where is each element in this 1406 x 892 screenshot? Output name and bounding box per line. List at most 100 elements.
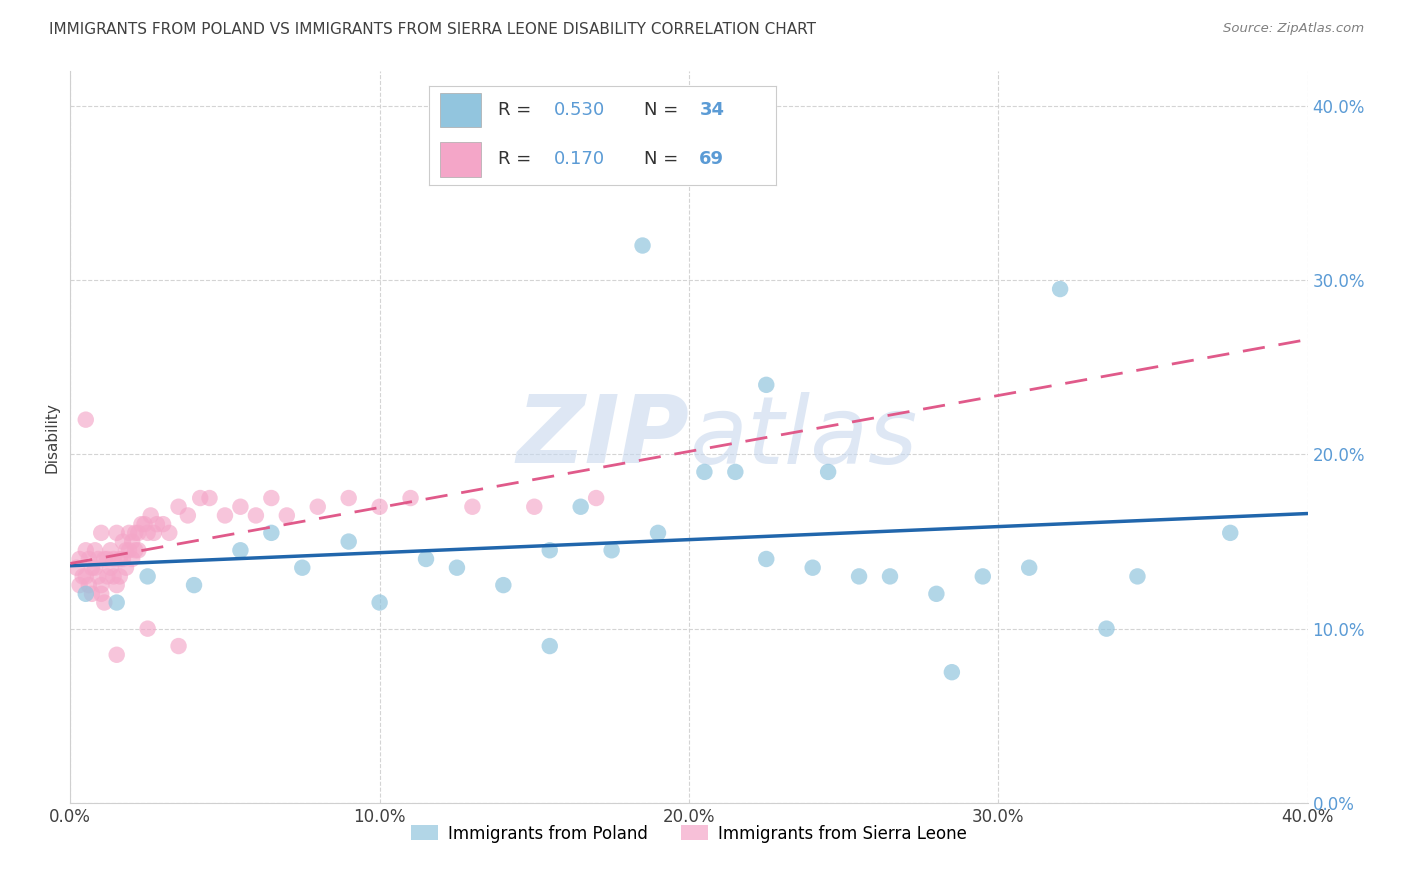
Point (111, 534, 134, 549)
Point (276, 508, 298, 523)
Point (229, 543, 252, 558)
Point (127, 525, 149, 540)
Point (260, 491, 283, 505)
Point (105, 648, 128, 662)
Point (87, 569, 110, 583)
Point (111, 552, 134, 566)
Point (848, 569, 870, 583)
Point (100, 543, 122, 558)
Point (631, 238, 654, 252)
Point (198, 491, 221, 505)
Point (538, 639, 561, 653)
Point (105, 525, 128, 540)
Point (84, 560, 107, 574)
Point (134, 517, 156, 532)
Point (90, 525, 112, 540)
Point (415, 552, 437, 566)
Point (177, 508, 200, 523)
Point (368, 595, 391, 609)
Y-axis label: Disability: Disability (44, 401, 59, 473)
Point (879, 569, 901, 583)
Point (77, 578, 100, 592)
Point (157, 525, 180, 540)
Point (142, 525, 165, 540)
Point (229, 500, 252, 514)
Point (152, 517, 174, 532)
Point (817, 465, 839, 479)
Point (118, 525, 141, 540)
Point (75, 543, 97, 558)
Point (131, 517, 153, 532)
Point (124, 525, 146, 540)
Point (96, 552, 118, 566)
Point (75, 569, 97, 583)
Point (75, 587, 97, 601)
Point (103, 552, 125, 566)
Point (307, 500, 329, 514)
Point (523, 500, 546, 514)
Point (121, 552, 143, 566)
Point (585, 491, 607, 505)
Point (69, 552, 91, 566)
Point (1219, 525, 1241, 540)
Point (108, 569, 131, 583)
Point (755, 552, 778, 566)
Point (1095, 622, 1118, 636)
Point (647, 525, 669, 540)
Point (87, 552, 110, 566)
Point (188, 491, 211, 505)
Point (291, 560, 314, 574)
Point (90, 578, 112, 592)
Point (124, 543, 146, 558)
Point (100, 560, 122, 574)
Point (724, 465, 747, 479)
Point (90, 587, 112, 601)
Point (146, 517, 169, 532)
Point (1018, 560, 1040, 574)
Text: Source: ZipAtlas.com: Source: ZipAtlas.com (1223, 22, 1364, 36)
Text: atlas: atlas (689, 392, 917, 483)
Legend: Immigrants from Poland, Immigrants from Sierra Leone: Immigrants from Poland, Immigrants from … (405, 818, 973, 849)
Point (337, 491, 360, 505)
Point (925, 587, 948, 601)
Point (337, 534, 360, 549)
Point (77, 552, 100, 566)
Point (115, 543, 138, 558)
Point (80, 587, 103, 601)
Point (136, 569, 159, 583)
Point (65, 560, 87, 574)
Point (108, 552, 131, 566)
Point (69, 578, 91, 592)
Point (72, 569, 94, 583)
Point (115, 560, 138, 574)
Point (103, 569, 125, 583)
Point (80, 560, 103, 574)
Point (693, 465, 716, 479)
Point (492, 578, 515, 592)
Point (127, 543, 149, 558)
Text: IMMIGRANTS FROM POLAND VS IMMIGRANTS FROM SIERRA LEONE DISABILITY CORRELATION CH: IMMIGRANTS FROM POLAND VS IMMIGRANTS FRO… (49, 22, 817, 37)
Point (118, 543, 141, 558)
Point (1049, 282, 1071, 296)
Point (972, 569, 994, 583)
Point (93, 552, 115, 566)
Point (941, 665, 963, 680)
Point (260, 525, 283, 540)
Point (75, 412, 97, 426)
Point (245, 508, 267, 523)
Point (93, 595, 115, 609)
Point (167, 639, 190, 653)
Point (368, 500, 391, 514)
Point (538, 543, 561, 558)
Point (96, 569, 118, 583)
Point (167, 500, 190, 514)
Point (136, 525, 159, 540)
Point (755, 377, 778, 392)
Point (121, 534, 143, 549)
Point (105, 595, 128, 609)
Point (214, 508, 236, 523)
Point (600, 543, 623, 558)
Point (183, 578, 205, 592)
Point (461, 500, 484, 514)
Point (399, 491, 422, 505)
